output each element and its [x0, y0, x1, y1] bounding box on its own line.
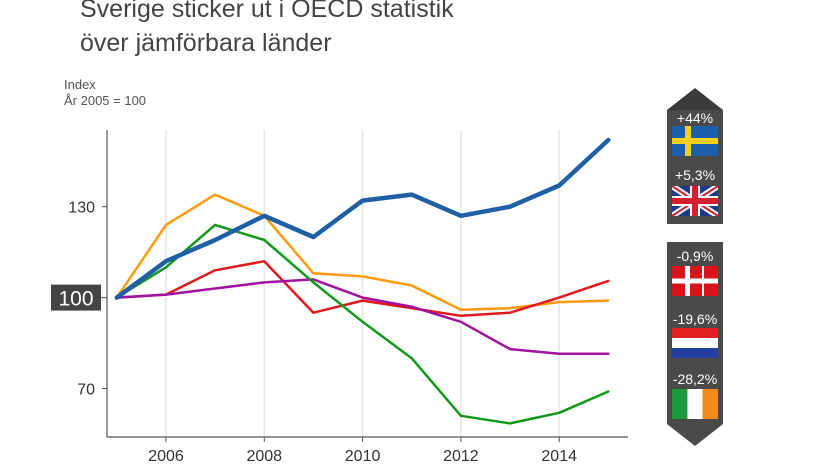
y-axis-label-line1: Index — [64, 77, 96, 92]
pct-netherlands: -19,6% — [672, 311, 718, 327]
y-axis-label: Index År 2005 = 100 — [64, 77, 146, 109]
highlight-tick-box — [51, 284, 101, 311]
x-tick-label-2014: 2014 — [541, 448, 577, 465]
x-tick-label-2006: 2006 — [148, 448, 184, 465]
arrow-up-icon — [667, 88, 723, 110]
pct-ireland: -28,2% — [672, 371, 718, 387]
pct-denmark: -0,9% — [676, 248, 714, 264]
chart-title-line1: Sverige sticker ut i OECD statistik — [80, 0, 454, 23]
y-tick-label-70: 70 — [77, 382, 95, 399]
series-line-1 — [115, 193, 610, 311]
series-line-0 — [114, 137, 611, 300]
series-line-4 — [115, 223, 610, 425]
highlight-tick-label: 100 — [58, 288, 93, 311]
y-tick-label-130: 130 — [68, 200, 95, 217]
series-line-3 — [115, 278, 610, 355]
x-tick-label-2008: 2008 — [246, 448, 282, 465]
denmark-flag-icon — [672, 266, 718, 296]
sweden-flag-icon — [672, 126, 718, 156]
y-axis-label-line2: År 2005 = 100 — [64, 93, 147, 108]
pct-sweden: +44% — [676, 110, 714, 126]
x-tick-label-2010: 2010 — [345, 448, 381, 465]
x-tick-label-2012: 2012 — [443, 448, 479, 465]
netherlands-flag-icon — [672, 328, 718, 358]
pct-uk: +5,3% — [674, 167, 716, 183]
uk-flag-icon — [672, 186, 718, 216]
chart-title: Sverige sticker ut i OECD statistik över… — [80, 0, 454, 60]
arrow-down-icon — [667, 424, 723, 446]
ireland-flag-icon — [672, 389, 718, 419]
chart-title-line2: över jämförbara länder — [80, 29, 332, 57]
series-line-2 — [115, 259, 610, 318]
